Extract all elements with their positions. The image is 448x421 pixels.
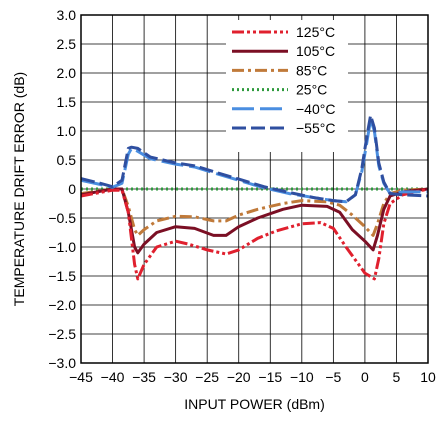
y-tick-label: −1.5	[48, 268, 76, 284]
x-tick-label: −10	[290, 369, 314, 385]
x-tick-label: −40	[101, 369, 125, 385]
y-tick-label: 2.5	[57, 36, 77, 52]
y-tick-label: 1.0	[57, 123, 77, 139]
x-tick-label: −15	[258, 369, 282, 385]
x-tick-label: −30	[164, 369, 188, 385]
legend-label: 125°C	[296, 24, 335, 40]
x-tick-label: 10	[420, 369, 436, 385]
x-tick-label: 5	[393, 369, 401, 385]
y-tick-label: 0	[68, 181, 76, 197]
legend-label: 25°C	[296, 82, 327, 98]
legend-label: −55°C	[296, 120, 335, 136]
x-axis-label: INPUT POWER (dBm)	[184, 396, 325, 412]
y-tick-label: −0.5	[48, 210, 76, 226]
legend-label: 85°C	[296, 62, 327, 78]
y-tick-label: −2.5	[48, 326, 76, 342]
y-tick-label: 3.0	[57, 7, 77, 23]
y-axis-label: TEMPERATURE DRIFT ERROR (dB)	[11, 72, 27, 306]
series-line	[81, 189, 428, 235]
y-tick-label: −2.0	[48, 297, 76, 313]
y-tick-label: 2.0	[57, 65, 77, 81]
x-tick-label: −45	[69, 369, 93, 385]
legend-label: −40°C	[296, 101, 335, 117]
y-tick-label: −1.0	[48, 239, 76, 255]
y-tick-label: −3.0	[48, 355, 76, 371]
x-tick-label: −25	[195, 369, 219, 385]
y-tick-label: 1.5	[57, 94, 77, 110]
legend-label: 105°C	[296, 43, 335, 59]
x-tick-label: −5	[325, 369, 341, 385]
y-tick-label: 0.5	[57, 152, 77, 168]
x-tick-label: −35	[132, 369, 156, 385]
x-tick-label: 0	[361, 369, 369, 385]
x-tick-label: −20	[227, 369, 251, 385]
